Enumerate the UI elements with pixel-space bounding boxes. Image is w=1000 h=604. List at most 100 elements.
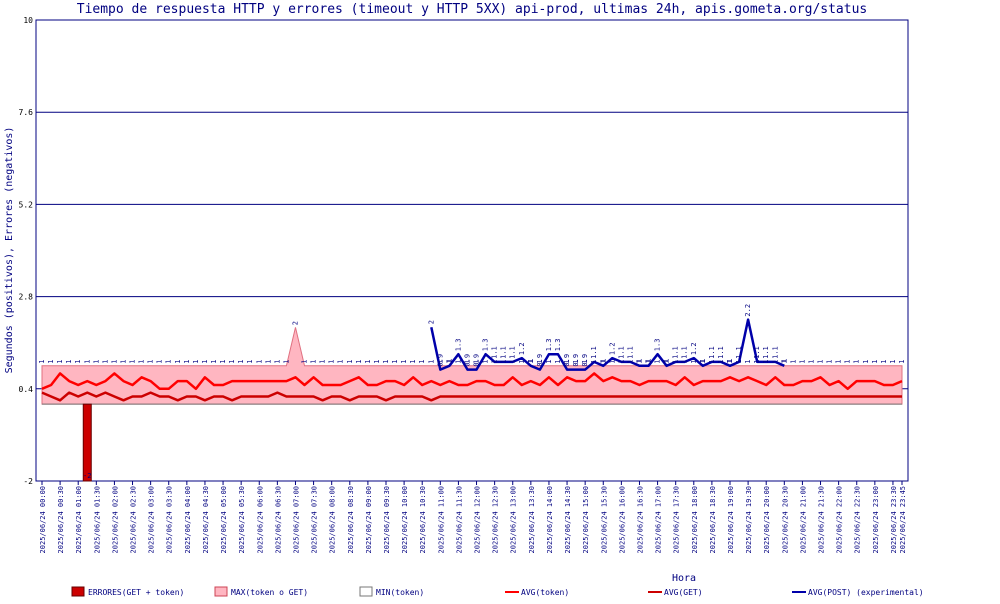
y-tick-label: 2.8 — [19, 293, 34, 302]
line-avg-get — [41, 391, 902, 402]
post-data-label: 1.1 — [509, 346, 517, 359]
post-data-label: 0.9 — [581, 354, 589, 367]
x-tick-label: 2025/06/24 04:30 — [202, 486, 210, 553]
max-data-label: 1 — [482, 360, 490, 364]
max-data-label: 1 — [826, 360, 834, 364]
max-data-label: 1 — [608, 360, 616, 364]
x-tick-label: 2025/06/24 02:00 — [111, 486, 119, 553]
max-data-label: 1 — [92, 360, 100, 364]
max-data-label: 1 — [626, 360, 634, 364]
post-data-label: 1 — [645, 359, 653, 363]
x-axis-label: Hora — [672, 573, 696, 584]
x-tick-label: 2025/06/24 15:30 — [600, 486, 608, 553]
legend-label: MAX(token o GET) — [231, 588, 308, 597]
max-data-label: 1 — [708, 360, 716, 364]
post-data-label: 1.2 — [690, 342, 698, 355]
legend-label: AVG(GET) — [664, 588, 703, 597]
y-tick-label: 0.4 — [19, 385, 34, 394]
x-tick-label: 2025/06/24 01:30 — [93, 486, 101, 553]
post-data-label: 1.3 — [654, 339, 662, 352]
max-data-label: 1 — [798, 360, 806, 364]
legend-swatch — [359, 586, 373, 597]
max-data-label: 1 — [409, 360, 417, 364]
max-data-label: 1 — [319, 360, 327, 364]
max-data-label: 1 — [789, 360, 797, 364]
x-tick-label: 2025/06/24 16:00 — [618, 486, 626, 553]
error-bar — [82, 403, 92, 482]
max-data-label: 1 — [454, 360, 462, 364]
max-data-label: 1 — [38, 360, 46, 364]
max-data-label: 1 — [120, 360, 128, 364]
max-data-label: 1 — [246, 360, 254, 364]
max-data-label: 1 — [328, 360, 336, 364]
legend: ERRORES(GET + token) MAX(token o GET) MIN(… — [71, 586, 924, 597]
max-data-label: 1 — [844, 360, 852, 364]
max-data-label: 1 — [527, 360, 535, 364]
post-data-label: 1 — [599, 359, 607, 363]
post-data-label: 0.9 — [464, 354, 472, 367]
max-data-label: 1 — [654, 360, 662, 364]
max-data-label: 1 — [337, 360, 345, 364]
x-tick-label: 2025/06/24 07:00 — [293, 486, 301, 553]
max-data-label: 1 — [762, 360, 770, 364]
x-tick-label: 2025/06/24 19:00 — [727, 486, 735, 553]
legend-label: AVG(POST) (experimental) — [808, 588, 924, 597]
max-data-label: 1 — [581, 360, 589, 364]
max-data-label: 1 — [47, 360, 55, 364]
max-data-label: 1 — [744, 360, 752, 364]
max-data-label: 1 — [273, 360, 281, 364]
max-data-label: 1 — [65, 360, 73, 364]
max-data-label: 1 — [808, 360, 816, 364]
legend-item: AVG(GET) — [648, 588, 703, 597]
post-data-label: 1.1 — [491, 346, 499, 359]
x-tick-label: 2025/06/24 23:45 — [899, 486, 907, 553]
max-data-label: 1 — [563, 360, 571, 364]
legend-label: AVG(token) — [521, 588, 569, 597]
max-data-label: 1 — [192, 360, 200, 364]
post-data-label: 1.3 — [554, 339, 562, 352]
x-tick-label: 2025/06/24 18:00 — [691, 486, 699, 553]
data-labels: -21 1 1 1 1 1 1 1 1 1 1 1 1 1 1 1 1 1 1 1 1 1 1 1 1 1 1 121 1 1 1 1 1 1 1 1… — [38, 304, 906, 480]
max-data-label: 1 — [138, 360, 146, 364]
y-axis-label: Segundos (positivos), Errores (negativos… — [4, 127, 15, 374]
post-data-label: 1 — [726, 359, 734, 363]
max-data-label: 1 — [83, 360, 91, 364]
x-tick-label: 2025/06/24 05:00 — [220, 486, 228, 553]
legend-swatch — [214, 586, 228, 597]
x-tick-label: 2025/06/24 01:00 — [75, 486, 83, 553]
post-data-label: 2.2 — [744, 304, 752, 317]
post-data-label: 1 — [663, 359, 671, 363]
x-tick-label: 2025/06/24 15:00 — [582, 486, 590, 553]
x-tick-label: 2025/06/24 14:30 — [564, 486, 572, 553]
post-data-label: 1.3 — [482, 339, 490, 352]
max-data-label: 1 — [427, 360, 435, 364]
x-tick-label: 2025/06/24 18:30 — [709, 486, 717, 553]
x-tick-label: 2025/06/24 19:30 — [745, 486, 753, 553]
x-tick-label: 2025/06/24 11:30 — [455, 486, 463, 553]
post-data-label: 1.2 — [608, 342, 616, 355]
x-tick-label: 2025/06/24 02:30 — [130, 486, 138, 553]
max-data-label: 1 — [355, 360, 363, 364]
max-data-label: 1 — [237, 360, 245, 364]
legend-item: MAX(token o GET) — [214, 586, 308, 597]
x-tick-label: 2025/06/24 14:00 — [546, 486, 554, 553]
max-data-label: 1 — [473, 360, 481, 364]
axes: -2 0.4 2.8 5.2 7.6 10 2025/06/24 00:00 2025/06/… — [19, 16, 907, 553]
max-data-label: 1 — [264, 360, 272, 364]
post-data-label: 2 — [427, 320, 435, 324]
y-tick-label: 10 — [23, 16, 33, 25]
post-data-label: 1.1 — [717, 346, 725, 359]
post-data-label: 1 — [699, 359, 707, 363]
max-data-label: 1 — [717, 360, 725, 364]
legend-swatch — [71, 586, 85, 597]
max-data-label: 1 — [590, 360, 598, 364]
max-data-label: 1 — [219, 360, 227, 364]
max-data-label: 2 — [292, 321, 300, 325]
max-data-label: 1 — [436, 360, 444, 364]
x-tick-label: 2025/06/24 21:00 — [799, 486, 807, 553]
x-tick-label: 2025/06/24 00:30 — [57, 486, 65, 553]
x-tick-label: 2025/06/24 13:00 — [510, 486, 518, 553]
x-tick-label: 2025/06/24 23:00 — [872, 486, 880, 553]
max-data-label: 1 — [373, 360, 381, 364]
x-tick-label: 2025/06/24 10:00 — [401, 486, 409, 553]
